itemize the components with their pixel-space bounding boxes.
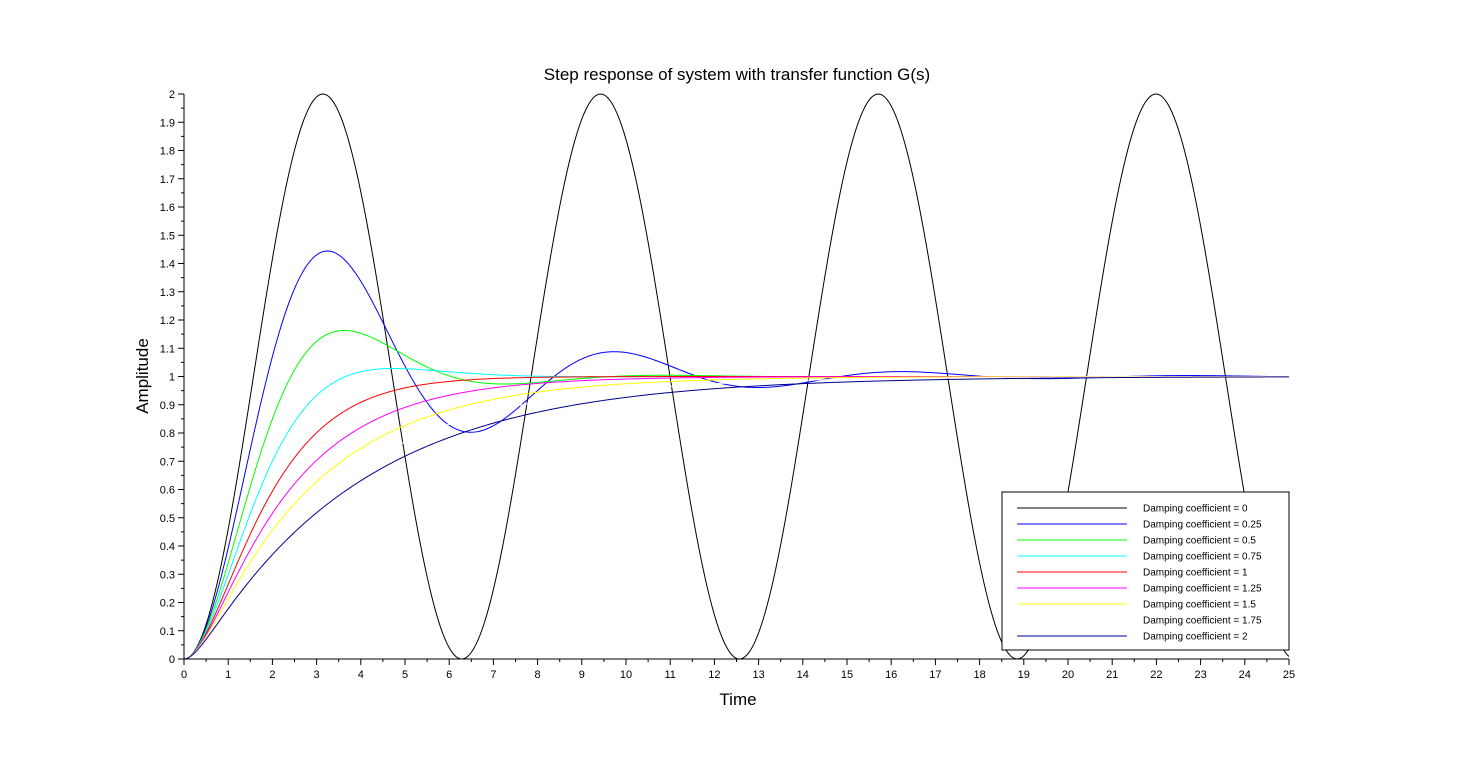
x-tick-label-13: 13 <box>752 669 764 681</box>
legend: Damping coefficient = 0 Damping coefficie… <box>1001 491 1290 651</box>
y-tick-label-12: 1.2 <box>160 315 175 327</box>
series-line-7 <box>183 376 1289 660</box>
y-tick-label-0: 0 <box>169 654 175 666</box>
y-tick-label-11: 1.1 <box>160 343 175 355</box>
x-tick-label-3: 3 <box>314 669 320 681</box>
y-tick-label-8: 0.8 <box>160 428 175 440</box>
x-tick-label-7: 7 <box>490 669 496 681</box>
legend-label-6: Damping coefficient = 1.5 <box>1143 600 1256 611</box>
x-tick-label-15: 15 <box>841 669 853 681</box>
x-tick-label-23: 23 <box>1194 669 1206 681</box>
y-tick-label-6: 0.6 <box>160 485 175 497</box>
y-tick-label-14: 1.4 <box>160 259 175 271</box>
x-tick-label-18: 18 <box>973 669 985 681</box>
x-tick-label-25: 25 <box>1283 669 1295 681</box>
y-tick-label-17: 1.7 <box>160 174 175 186</box>
x-tick-label-16: 16 <box>885 669 897 681</box>
axes-layer: 0 1 2 3 4 5 6 7 8 9 10 11 12 13 14 15 16 17 18 19 20 21 22 23 24… <box>160 89 1295 681</box>
legend-box <box>1001 491 1290 651</box>
legend-label-1: Damping coefficient = 0.25 <box>1143 520 1262 531</box>
legend-label-2: Damping coefficient = 0.5 <box>1143 536 1256 547</box>
y-axis-label: Amplitude <box>133 338 152 414</box>
x-tick-label-2: 2 <box>269 669 275 681</box>
x-tick-label-8: 8 <box>535 669 541 681</box>
chart-title: Step response of system with transfer fu… <box>544 65 930 84</box>
y-tick-label-10: 1 <box>169 372 175 384</box>
legend-label-5: Damping coefficient = 1.25 <box>1143 584 1262 595</box>
y-tick-label-16: 1.6 <box>160 202 175 214</box>
legend-label-3: Damping coefficient = 0.75 <box>1143 552 1262 563</box>
x-tick-label-10: 10 <box>620 669 632 681</box>
legend-label-7: Damping coefficient = 1.75 <box>1143 616 1262 627</box>
x-tick-label-20: 20 <box>1062 669 1074 681</box>
x-tick-label-14: 14 <box>797 669 809 681</box>
y-tick-label-1: 0.1 <box>160 626 175 638</box>
x-tick-label-24: 24 <box>1239 669 1251 681</box>
legend-label-8: Damping coefficient = 2 <box>1143 632 1248 643</box>
x-tick-label-21: 21 <box>1106 669 1118 681</box>
x-tick-label-0: 0 <box>181 669 187 681</box>
legend-label-4: Damping coefficient = 1 <box>1143 568 1248 579</box>
x-tick-label-4: 4 <box>358 669 364 681</box>
x-tick-label-6: 6 <box>446 669 452 681</box>
y-tick-label-7: 0.7 <box>160 456 175 468</box>
x-tick-label-5: 5 <box>402 669 408 681</box>
x-tick-label-11: 11 <box>664 669 675 681</box>
y-tick-label-3: 0.3 <box>160 569 175 581</box>
x-tick-label-19: 19 <box>1018 669 1030 681</box>
legend-label-0: Damping coefficient = 0 <box>1143 504 1248 515</box>
y-tick-label-5: 0.5 <box>160 513 175 525</box>
y-tick-label-4: 0.4 <box>160 541 175 553</box>
y-tick-label-19: 1.9 <box>160 117 175 129</box>
x-tick-label-9: 9 <box>579 669 585 681</box>
y-tick-label-18: 1.8 <box>160 146 175 158</box>
x-tick-label-1: 1 <box>225 669 231 681</box>
y-tick-label-13: 1.3 <box>160 287 175 299</box>
series-line-0 <box>183 93 1290 660</box>
x-tick-label-12: 12 <box>708 669 720 681</box>
x-axis-label: Time <box>719 690 756 709</box>
x-tick-label-22: 22 <box>1150 669 1162 681</box>
y-tick-label-2: 0.2 <box>160 598 175 610</box>
series-layer <box>183 93 1290 660</box>
y-tick-label-15: 1.5 <box>160 230 175 242</box>
series-line-8 <box>183 376 1289 660</box>
x-tick-label-17: 17 <box>929 669 941 681</box>
y-tick-label-20: 2 <box>169 89 175 101</box>
y-tick-label-9: 0.9 <box>160 400 175 412</box>
